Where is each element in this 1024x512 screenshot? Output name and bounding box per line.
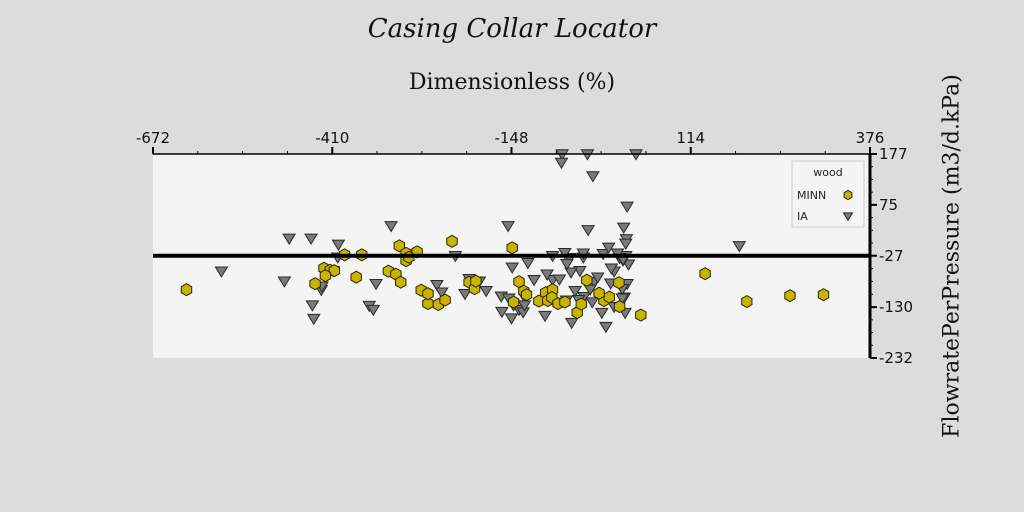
legend-box (791, 160, 865, 228)
y-tick-label: -27 (879, 247, 904, 265)
minn-point (319, 269, 332, 283)
minn-point (506, 241, 518, 255)
ia-point (594, 307, 609, 320)
minn-point (395, 275, 407, 289)
minn-point (422, 297, 434, 311)
ia-point (583, 284, 598, 296)
minn-point (593, 286, 605, 300)
minn-point (784, 289, 796, 303)
minn-point (613, 300, 626, 314)
ia-point (504, 313, 519, 325)
chart-title: Casing Collar Locator (367, 14, 657, 44)
minn-point (180, 283, 193, 297)
x-tick-label: -672 (136, 129, 170, 147)
ia-point (560, 259, 574, 271)
x-tick-label: -410 (315, 129, 349, 147)
ia-point (564, 317, 579, 330)
ia-point (557, 248, 572, 260)
ia-point (517, 300, 532, 312)
ia-point (501, 221, 515, 233)
ia-point (366, 304, 381, 317)
ia-point (604, 263, 619, 275)
legend-marker-minn (843, 189, 853, 201)
ia-point (601, 242, 616, 254)
ia-point (585, 297, 600, 309)
legend-title: wood (813, 166, 842, 179)
legend: wood MINN IA (791, 160, 865, 228)
minn-point (559, 295, 571, 309)
ia-point (277, 276, 292, 288)
minn-point (741, 295, 753, 309)
y-tick-label: -232 (879, 349, 913, 367)
ia-point (581, 225, 596, 237)
minn-point (350, 270, 362, 284)
ia-point (599, 321, 613, 334)
ia-point (430, 279, 444, 292)
ia-point (540, 269, 554, 281)
ia-point (369, 278, 383, 291)
ia-point (214, 266, 229, 278)
ia-point (505, 262, 520, 274)
minn-point (328, 264, 340, 278)
minn-point (422, 287, 434, 301)
x-tick-label: 376 (856, 129, 885, 147)
ia-point (732, 241, 747, 253)
ia-point (282, 233, 297, 245)
ia-point (434, 287, 449, 299)
ia-point (306, 313, 321, 326)
minn-point (635, 308, 647, 322)
minn-point (603, 290, 615, 304)
minn-point (507, 295, 520, 309)
x-tick-label: 114 (676, 129, 705, 147)
ia-point (304, 233, 318, 245)
data-points (180, 149, 830, 334)
minn-point (613, 276, 625, 290)
minn-point (520, 288, 533, 302)
minn-point (817, 288, 830, 302)
ia-point (479, 285, 494, 298)
ia-point (564, 267, 578, 279)
minn-point (699, 267, 711, 281)
minn-point (309, 277, 321, 291)
ia-point (620, 201, 635, 214)
y-tick-label: 177 (879, 145, 908, 163)
minn-point (581, 273, 593, 287)
ia-point (552, 274, 567, 286)
legend-label-minn: MINN (797, 189, 826, 202)
legend-marker-ia (842, 212, 854, 222)
x-axis-label: Dimensionless (%) (408, 70, 616, 95)
ia-point (568, 285, 583, 298)
legend-label-ia: IA (797, 210, 808, 223)
ia-point (586, 171, 600, 183)
minn-point (446, 234, 458, 248)
x-axis-ticks: -672 -410 -148 114 376 (136, 129, 884, 154)
ia-point (305, 300, 320, 312)
ia-point (384, 221, 398, 233)
ia-point (538, 310, 552, 323)
ia-point (527, 274, 541, 287)
x-tick-label: -148 (494, 129, 528, 147)
ia-point (458, 288, 472, 301)
minn-point (393, 239, 405, 253)
y-tick-label: -130 (879, 298, 913, 316)
ia-point (521, 258, 535, 270)
minn-point (439, 293, 451, 307)
minn-point (575, 297, 587, 311)
y-tick-label: 75 (879, 196, 898, 214)
y-axis-ticks: -232 -130 -27 75 177 (870, 145, 913, 367)
ia-point (590, 272, 605, 284)
ia-point (554, 157, 569, 170)
ia-point (616, 222, 631, 234)
ia-point (618, 238, 633, 250)
ia-point (495, 306, 509, 319)
ia-point (331, 239, 346, 251)
minn-point (470, 274, 482, 288)
